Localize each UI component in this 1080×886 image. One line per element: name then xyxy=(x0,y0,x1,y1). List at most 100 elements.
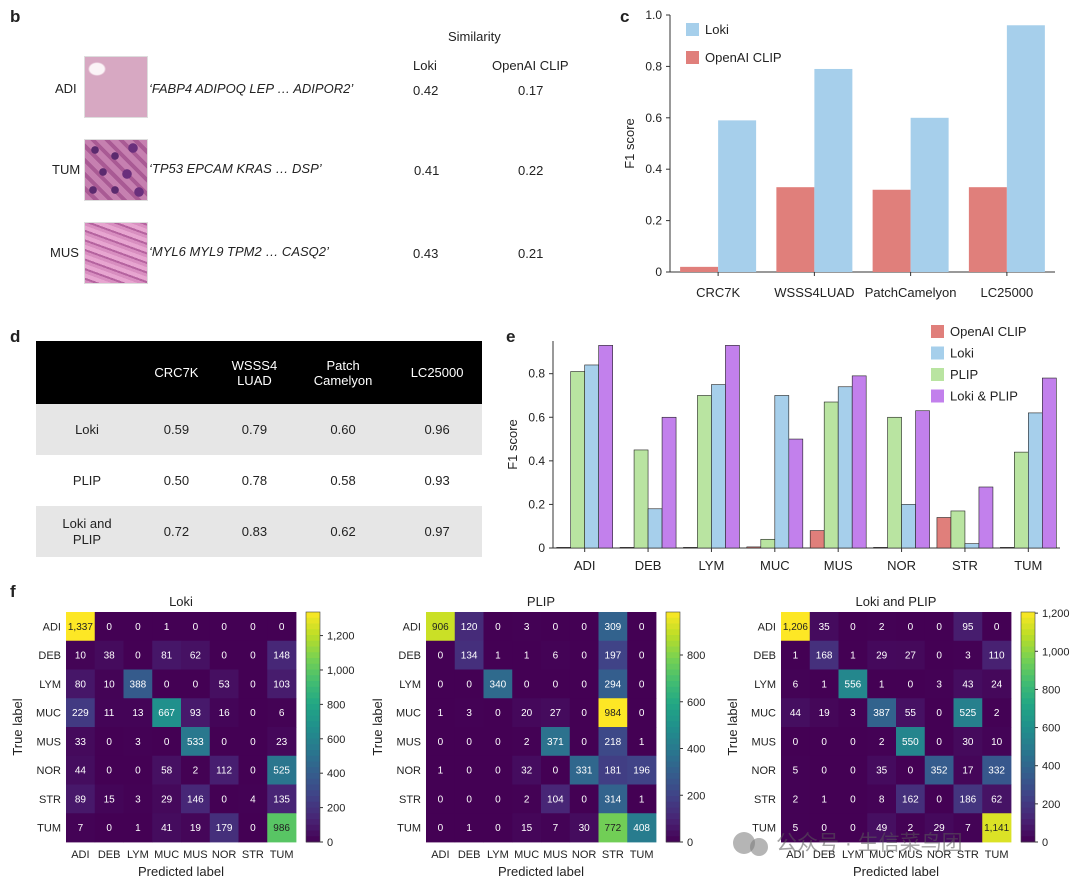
cell-value: 10 xyxy=(104,679,116,690)
cell-value: 162 xyxy=(902,794,919,805)
cell-value: 53 xyxy=(219,679,231,690)
heatmap-cell xyxy=(209,784,239,814)
legend-swatch xyxy=(931,325,944,338)
bar-plip xyxy=(570,371,585,549)
heatmap-cell xyxy=(181,640,211,670)
colorbar-segment xyxy=(1021,727,1035,734)
heatmap-cell xyxy=(781,727,811,757)
row-label: PLIP xyxy=(72,473,102,488)
heatmap-cell xyxy=(781,755,811,785)
y-tick-label: 0.8 xyxy=(528,367,545,381)
colorbar-segment xyxy=(306,732,320,739)
colorbar-label: 0 xyxy=(327,837,333,849)
cell-value: 104 xyxy=(547,794,564,805)
colorbar-segment xyxy=(666,761,680,768)
heatmap-cell xyxy=(867,755,897,785)
cell-value: 0 xyxy=(994,622,1000,633)
y-tick-label: ADI xyxy=(43,621,61,633)
heatmap-cell xyxy=(181,727,211,757)
cell-value: 5 xyxy=(793,823,799,834)
table-row: PLIP 0.50 0.78 0.58 0.93 xyxy=(36,455,482,506)
cell-value: 3 xyxy=(135,737,141,748)
cell-value: 667 xyxy=(158,708,175,719)
colorbar-segment xyxy=(666,646,680,653)
y-tick-label: NOR xyxy=(37,765,62,777)
heatmap-cell xyxy=(123,612,153,642)
heatmap-cell xyxy=(598,784,628,814)
cell-value: 0 xyxy=(135,622,141,633)
cell-value: 168 xyxy=(816,651,833,662)
x-tick-label: LC25000 xyxy=(980,285,1033,300)
clip-sim-mus: 0.21 xyxy=(518,246,544,261)
colorbar-segment xyxy=(666,801,680,808)
bar-lokiplip xyxy=(725,345,740,549)
x-tick-label: TUM xyxy=(1014,558,1042,573)
cell-value: 0 xyxy=(936,622,942,633)
heatmap-cell xyxy=(426,755,456,785)
colorbar-segment xyxy=(666,698,680,705)
heatmap-cell xyxy=(483,640,513,670)
bar-clip xyxy=(936,517,952,549)
bar-clip xyxy=(872,189,911,272)
heatmap-cell xyxy=(426,784,456,814)
y-axis-label: True label xyxy=(370,698,385,755)
panel-label-d: d xyxy=(10,327,21,346)
colorbar-segment xyxy=(666,669,680,676)
colorbar-segment xyxy=(666,836,680,843)
table-header-crc7k: CRC7K xyxy=(138,341,215,404)
colorbar-segment xyxy=(1021,744,1035,751)
table-header-wsss4luad: WSSS4 LUAD xyxy=(214,341,294,404)
table-cell: 0.50 xyxy=(163,473,190,488)
cell-value: 556 xyxy=(845,679,862,690)
table-header-patchcamelyon: Patch Camelyon xyxy=(293,341,393,404)
heatmap-cell xyxy=(627,784,657,814)
heatmap-cell xyxy=(267,813,297,843)
colorbar-segment xyxy=(1021,819,1035,826)
cell-value: 408 xyxy=(633,823,650,834)
colorbar-segment xyxy=(306,640,320,647)
colorbar-segment xyxy=(1021,681,1035,688)
heatmap-cell xyxy=(238,640,268,670)
heatmap-cell xyxy=(809,612,839,642)
heatmap-cell xyxy=(982,698,1012,728)
legend-label: OpenAI CLIP xyxy=(950,324,1027,339)
heatmap-cell xyxy=(598,640,628,670)
cell-value: 0 xyxy=(466,679,472,690)
bar-clip xyxy=(556,547,571,549)
colorbar-segment xyxy=(306,807,320,814)
bar-clip xyxy=(746,546,762,549)
cell-value: 103 xyxy=(273,679,290,690)
heatmap-cell xyxy=(483,612,513,642)
bar-lokiplip xyxy=(915,410,930,549)
cell-value: 0 xyxy=(221,794,227,805)
colorbar-segment xyxy=(1021,663,1035,670)
cell-value: 29 xyxy=(161,794,173,805)
cell-value: 33 xyxy=(75,737,87,748)
colorbar-segment xyxy=(666,658,680,665)
heatmap-cell xyxy=(627,755,657,785)
colorbar-segment xyxy=(306,824,320,831)
x-tick-label: NOR xyxy=(927,849,952,861)
bar-loki xyxy=(1028,412,1043,549)
heatmap-cell xyxy=(483,813,513,843)
legend-swatch xyxy=(931,346,944,360)
bar-clip xyxy=(809,530,825,549)
colorbar-segment xyxy=(666,790,680,797)
heatmap-cell xyxy=(924,784,954,814)
heatmap-cell xyxy=(541,784,571,814)
cell-value: 0 xyxy=(553,622,559,633)
heatmap-cell xyxy=(94,755,124,785)
cell-value: 16 xyxy=(219,708,231,719)
colorbar-segment xyxy=(306,663,320,670)
heatmap-cell xyxy=(66,698,96,728)
heatmap-cell xyxy=(181,813,211,843)
cell-value: 2 xyxy=(793,794,799,805)
colorbar-label: 1,000 xyxy=(327,665,355,677)
panel-label-c: c xyxy=(620,7,630,26)
x-tick-label: DEB xyxy=(458,849,481,861)
colorbar-segment xyxy=(1021,686,1035,693)
y-tick-label: 0.2 xyxy=(528,497,545,511)
colorbar-segment xyxy=(306,623,320,630)
